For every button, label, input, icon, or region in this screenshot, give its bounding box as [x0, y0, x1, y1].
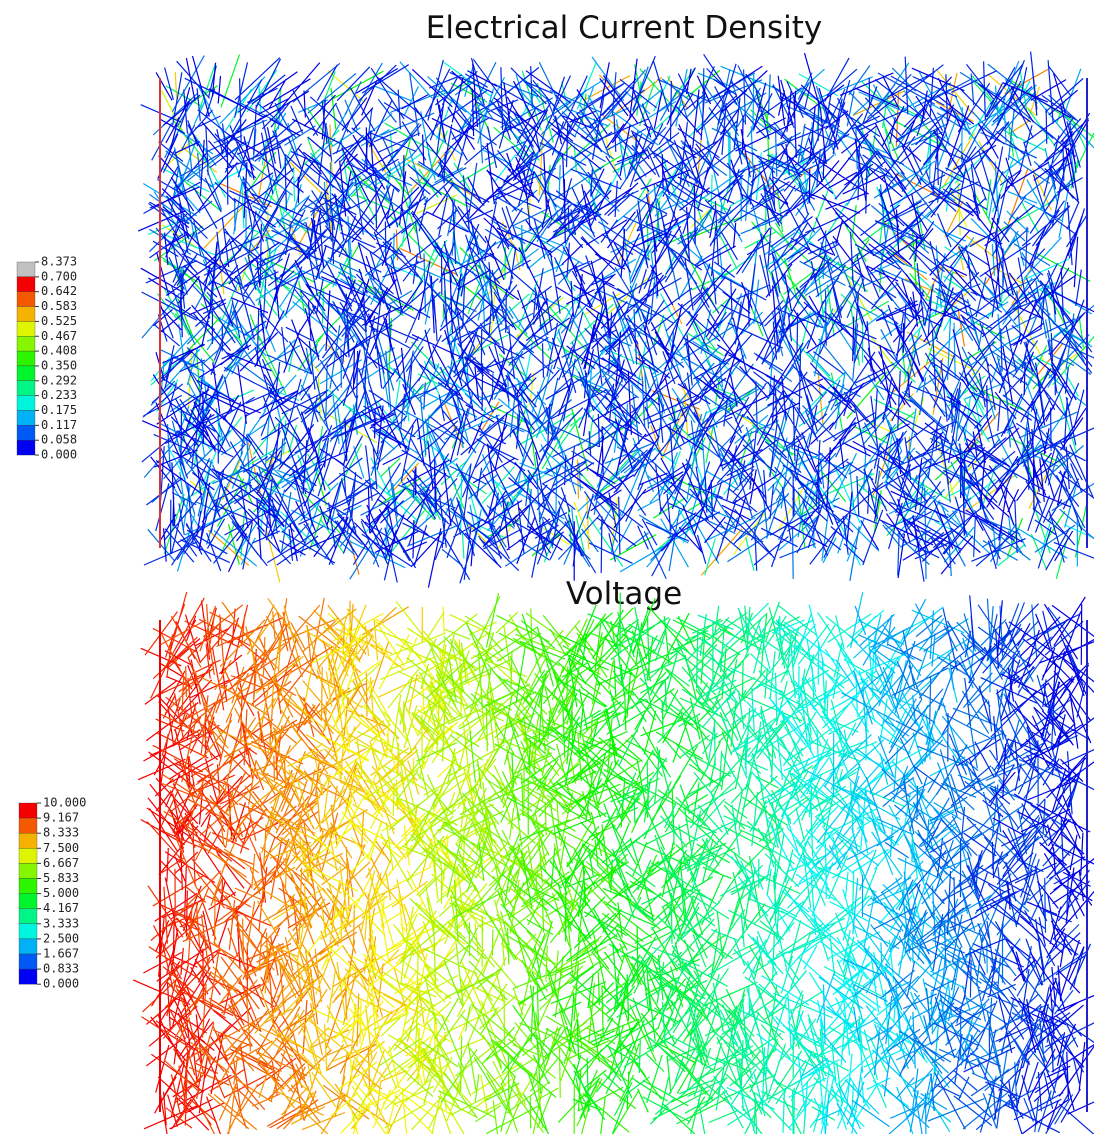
legend-swatch [18, 863, 38, 879]
legend-swatch [18, 878, 38, 894]
legend-label: 0.700 [41, 269, 77, 283]
legend-swatch [16, 321, 36, 337]
legend-swatch [18, 908, 38, 924]
legend-swatch [18, 953, 38, 970]
legend-swatch [18, 833, 38, 849]
legend-label: 10.000 [43, 796, 86, 810]
fiber-group [799, 592, 969, 1134]
legend-swatch [18, 923, 38, 940]
legend-label: 2.500 [43, 931, 79, 945]
fiber-group [908, 602, 1088, 1133]
fiber-group [691, 604, 860, 1134]
legend-swatch [16, 291, 36, 307]
legend-label: 4.167 [43, 901, 79, 915]
fiber-group [141, 591, 297, 1129]
legend-swatch [16, 365, 36, 381]
fiber-group [988, 596, 1094, 1134]
legend-swatch [18, 802, 38, 819]
legend-swatch [16, 276, 36, 292]
legend-swatch [16, 350, 36, 367]
legend-label: 0.117 [41, 418, 77, 432]
legend-label: 0.350 [41, 358, 77, 372]
fiber-group [378, 611, 554, 1118]
legend-label: 0.000 [41, 448, 77, 462]
legend-swatch [16, 395, 36, 411]
legend-label: 3.333 [43, 916, 79, 930]
legend-swatch [16, 336, 36, 352]
panel-title: Voltage [566, 576, 682, 612]
legend-swatch [16, 261, 36, 278]
legend-swatch [18, 893, 38, 909]
legend-swatch [18, 848, 38, 864]
legend-swatch [16, 306, 36, 322]
legend-label: 0.175 [41, 403, 77, 417]
legend-label: 0.525 [41, 314, 77, 328]
legend-swatch [18, 968, 38, 985]
fiber-group [140, 51, 1094, 584]
legend-label: 9.167 [43, 811, 79, 825]
legend-label: 0.467 [41, 329, 77, 343]
legend-label: 0.583 [41, 299, 77, 313]
legend-label: 0.000 [43, 977, 79, 991]
legend-label: 5.000 [43, 886, 79, 900]
legend-swatch [16, 380, 36, 396]
legend-swatch [18, 817, 38, 834]
legend-label: 1.667 [43, 947, 79, 961]
fiber-group [500, 607, 662, 1134]
legend-swatch [16, 440, 36, 456]
legend-swatch [18, 938, 38, 955]
legend-label: 8.373 [41, 255, 77, 269]
legend-label: 5.833 [43, 871, 79, 885]
legend-label: 0.233 [41, 388, 77, 402]
legend-label: 0.833 [43, 962, 79, 976]
legend-swatch [16, 425, 36, 441]
fiber-group [219, 597, 410, 1134]
legend-label: 7.500 [43, 841, 79, 855]
panel-title: Electrical Current Density [426, 10, 822, 46]
legend-label: 0.292 [41, 373, 77, 387]
legend-swatch [16, 410, 36, 426]
fiber-group [270, 604, 447, 1134]
legend-label: 6.667 [43, 856, 79, 870]
legend-label: 0.408 [41, 344, 77, 358]
legend-label: 0.058 [41, 433, 77, 447]
fiber-group [137, 52, 1094, 588]
legend-label: 8.333 [43, 826, 79, 840]
legend-label: 0.642 [41, 284, 77, 298]
